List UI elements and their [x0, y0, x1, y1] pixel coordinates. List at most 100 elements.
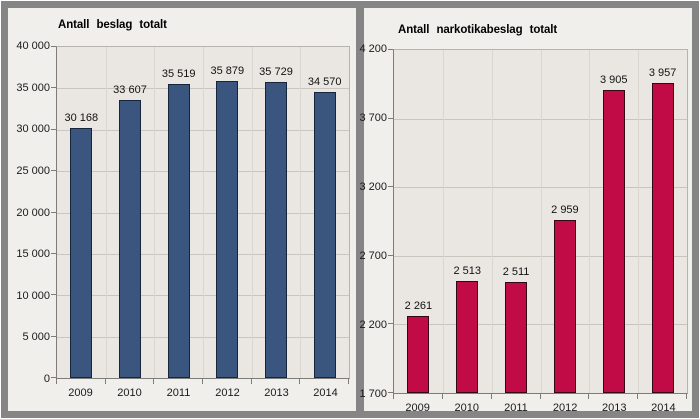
x-axis-tick-label: 2010 — [454, 402, 479, 414]
y-axis-tick — [388, 186, 393, 188]
vertical-gridline — [442, 50, 444, 393]
vertical-gridline — [154, 47, 156, 378]
y-axis-tick-label: 35 000 — [16, 81, 50, 94]
y-axis-tick-label: 4 200 — [359, 43, 387, 55]
y-axis-tick — [51, 87, 56, 89]
vertical-gridline — [105, 47, 107, 378]
y-axis-tick — [51, 211, 56, 213]
x-axis-tick-label: 2010 — [117, 387, 142, 399]
bar — [167, 84, 190, 378]
vertical-gridline — [491, 50, 493, 393]
x-axis-tick — [686, 394, 687, 399]
bar — [602, 90, 625, 393]
x-axis-tick — [348, 379, 349, 384]
bar-value-label: 2 511 — [502, 265, 530, 278]
y-axis-tick — [51, 335, 56, 337]
bar-value-label: 3 957 — [648, 67, 677, 80]
x-axis-tick-label: 2009 — [68, 387, 93, 399]
bar — [553, 220, 576, 393]
x-axis-tick — [56, 379, 57, 384]
x-axis-tick — [441, 394, 443, 399]
bar-value-label: 3 905 — [599, 74, 628, 87]
x-axis-tick-label: 2011 — [504, 402, 528, 414]
x-axis-tick — [104, 379, 106, 384]
x-axis-labels: 2009 2010 2011 2012 2013 2014 — [393, 400, 688, 416]
charts-container: Antall beslag totalt 0 5 000 10 000 15 000 2… — [8, 8, 692, 414]
vertical-gridline — [540, 50, 542, 393]
vertical-gridline — [203, 47, 204, 378]
bar-value-label: 35 729 — [259, 66, 293, 79]
vertical-gridline — [251, 47, 253, 378]
vertical-gridline — [300, 47, 302, 378]
bar — [407, 316, 430, 393]
bar-value-label: 2 513 — [453, 265, 482, 278]
x-axis-tick — [490, 394, 492, 399]
x-axis-tick — [588, 394, 590, 399]
chart-panel-total-seizures: Antall beslag totalt 0 5 000 10 000 15 000 2… — [8, 8, 356, 411]
bar — [456, 281, 479, 393]
x-axis-tick — [250, 379, 252, 384]
chart-title: Antall narkotikabeslag totalt — [398, 24, 558, 36]
y-axis-tick-label: 3 700 — [359, 112, 387, 124]
x-axis-tick — [299, 379, 301, 384]
y-axis-tick — [388, 392, 393, 393]
y-axis-tick — [51, 46, 56, 47]
y-axis-tick-label: 3 200 — [359, 181, 387, 193]
y-axis-tick — [51, 377, 56, 378]
y-axis-tick-label: 1 700 — [359, 388, 387, 400]
x-axis-tick-label: 2009 — [405, 402, 430, 414]
y-axis-tick — [51, 170, 56, 172]
x-axis-tick-label: 2012 — [215, 387, 240, 399]
plot-area: 30 168 33 607 35 519 35 879 35 729 34 570 — [51, 46, 350, 384]
y-axis-labels: 1 700 2 200 2 700 3 200 3 700 4 200 — [359, 43, 387, 400]
bar — [119, 99, 141, 378]
y-axis-tick-label: 10 000 — [16, 289, 50, 302]
y-axis-tick-label: 30 000 — [16, 123, 50, 136]
chart-title: Antall beslag totalt — [58, 19, 167, 31]
y-axis-tick-label: 0 — [43, 373, 50, 385]
x-axis-tick-label: 2011 — [166, 387, 191, 399]
vertical-gridline — [589, 50, 591, 393]
vertical-gridline — [638, 50, 640, 393]
x-axis-tick — [637, 394, 639, 399]
bar-value-label: 34 570 — [307, 75, 342, 88]
y-axis-tick-label: 15 000 — [16, 248, 50, 261]
y-axis-tick-label: 2 700 — [359, 250, 387, 262]
bar-value-label: 2 261 — [404, 300, 433, 313]
chart-panel-drug-seizures: Antall narkotikabeslag totalt 1 700 2 200… — [359, 8, 692, 414]
bar — [265, 82, 287, 378]
x-axis-tick — [202, 379, 203, 384]
bar-value-label: 30 168 — [64, 112, 99, 125]
bar-value-label: 35 519 — [161, 68, 196, 81]
x-axis-labels: 2009 2010 2011 2012 2013 2014 — [56, 385, 350, 401]
y-axis-tick — [388, 254, 393, 256]
bar — [313, 91, 336, 378]
y-axis-tick-label: 40 000 — [16, 40, 50, 52]
y-axis-tick — [51, 252, 56, 254]
y-axis-labels: 0 5 000 10 000 15 000 20 000 25 000 30 000 35 0… — [8, 40, 50, 385]
y-axis-tick — [51, 294, 56, 296]
bar — [651, 83, 674, 393]
x-axis-tick — [539, 394, 541, 399]
x-axis-tick-label: 2012 — [552, 402, 578, 414]
bar — [216, 81, 239, 378]
y-axis-tick-label: 25 000 — [16, 164, 50, 177]
x-axis-tick — [393, 394, 394, 399]
y-axis-tick-label: 2 200 — [359, 319, 387, 331]
y-axis-tick — [388, 323, 393, 325]
x-axis-tick-label: 2013 — [264, 387, 289, 399]
y-axis-tick-label: 5 000 — [22, 331, 50, 344]
y-axis-tick — [388, 49, 393, 50]
x-axis-tick-label: 2013 — [602, 402, 627, 414]
x-axis-tick-label: 2014 — [313, 387, 338, 399]
y-axis-tick-label: 20 000 — [16, 206, 50, 219]
bar-value-label: 2 959 — [551, 204, 579, 217]
x-axis-tick — [153, 379, 155, 384]
x-axis-tick-label: 2014 — [651, 402, 676, 414]
plot-area: 2 261 2 513 2 511 2 959 3 905 3 957 — [388, 49, 688, 399]
bar — [70, 128, 93, 378]
bar-value-label: 35 879 — [210, 65, 245, 78]
y-axis-tick — [388, 117, 393, 119]
y-axis-tick — [51, 128, 56, 130]
